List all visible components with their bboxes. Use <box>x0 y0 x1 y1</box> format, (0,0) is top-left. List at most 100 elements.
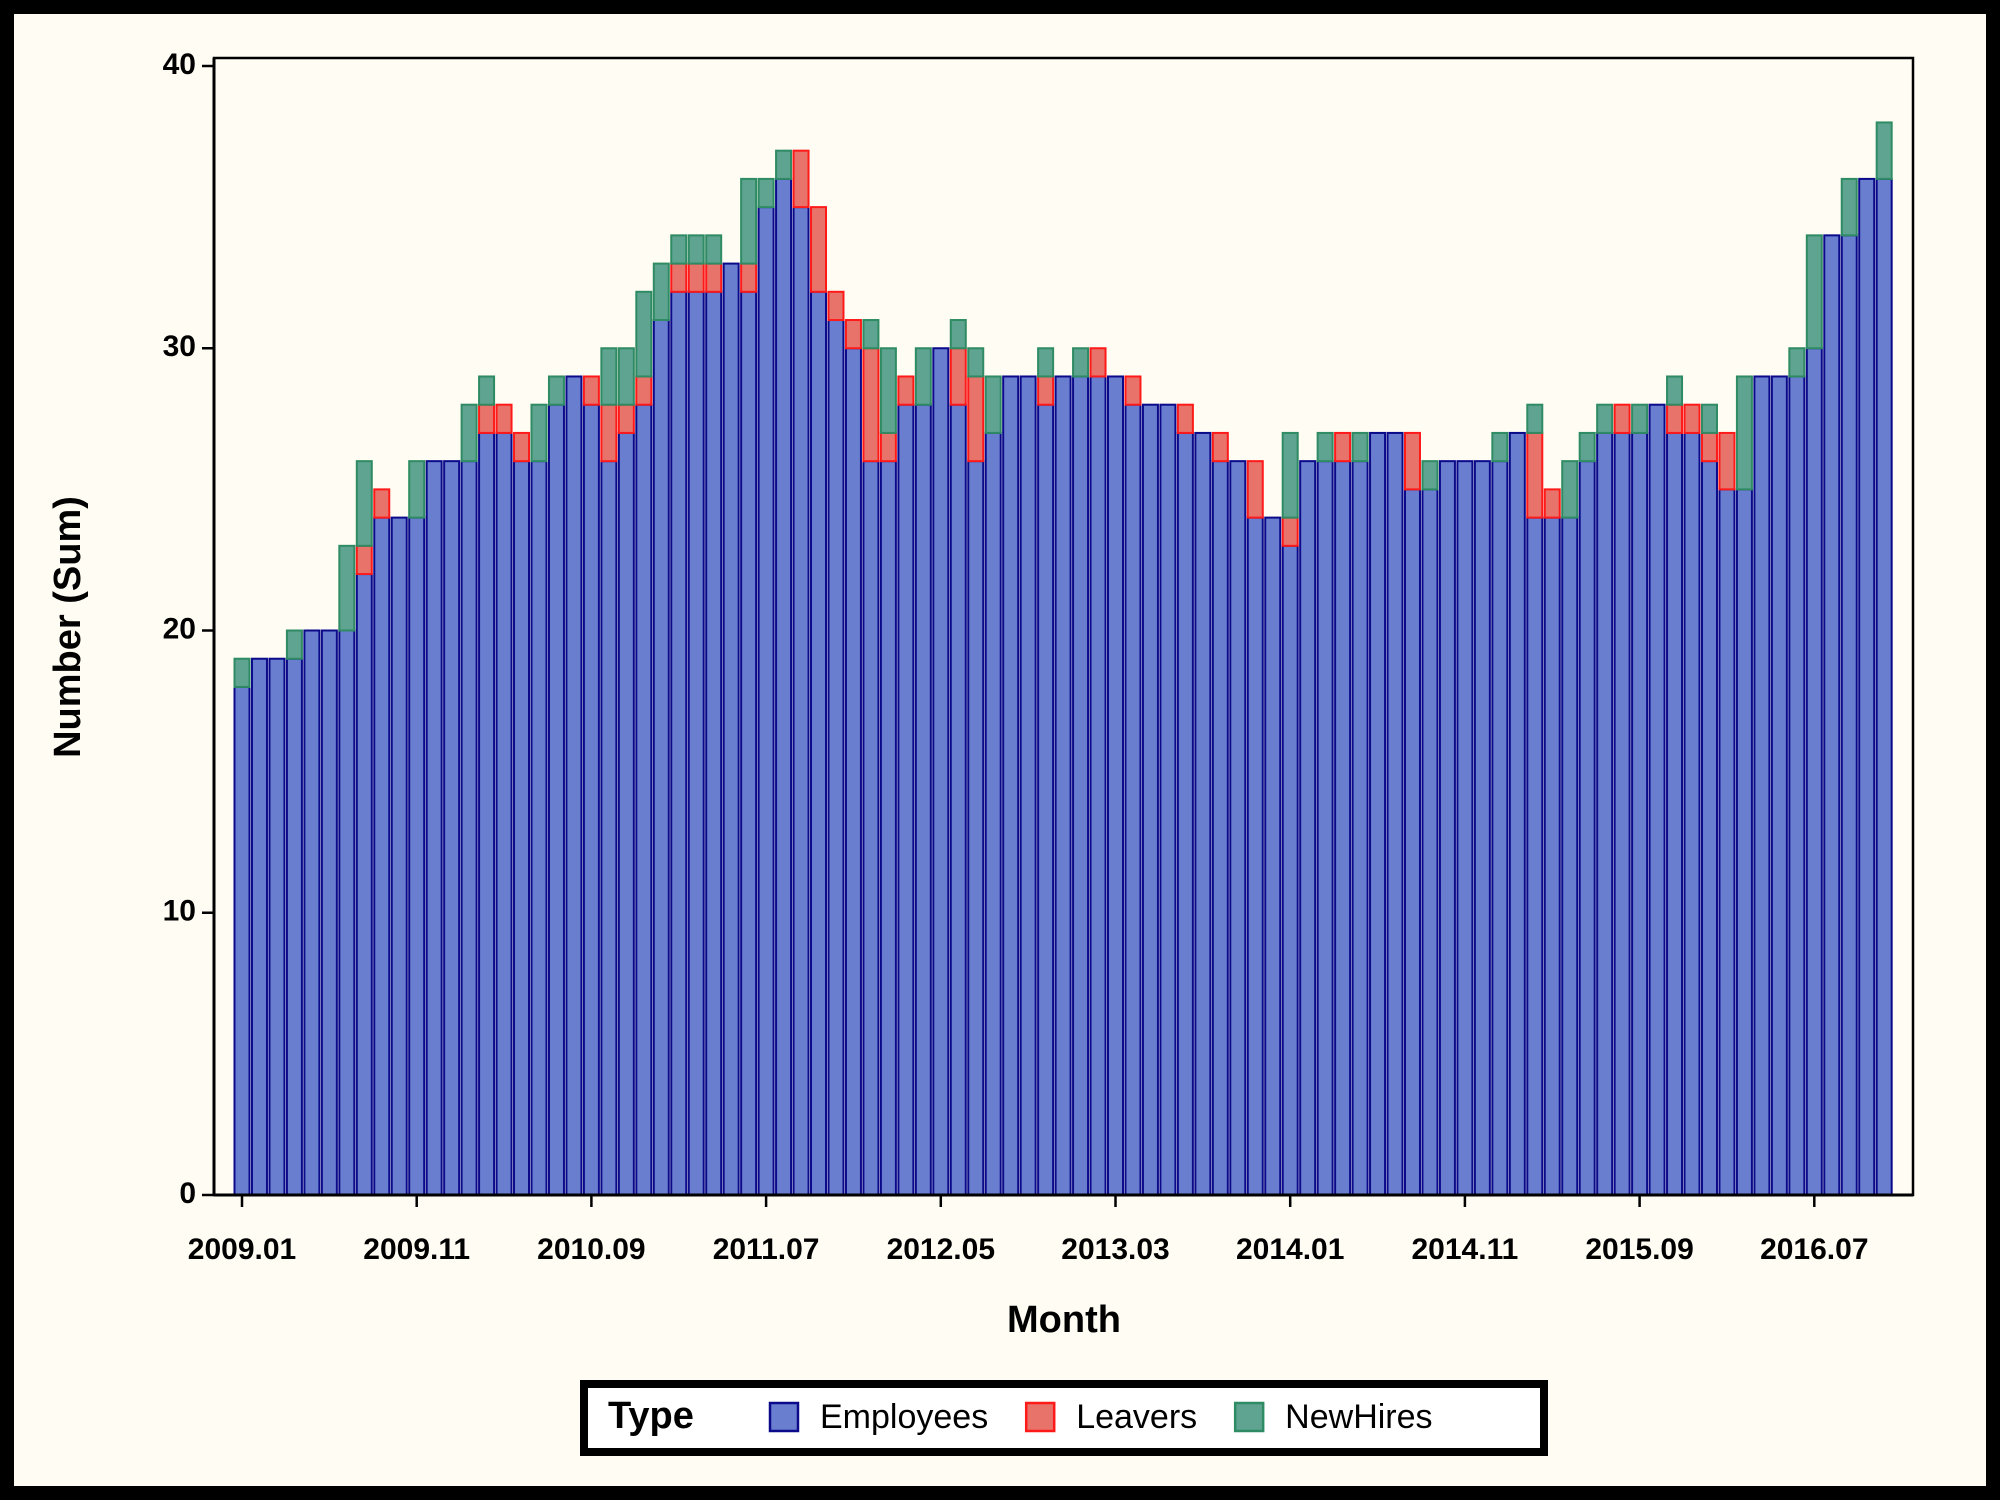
bar-segment <box>1666 431 1684 1196</box>
bar-segment <box>617 347 635 406</box>
bar-segment <box>1316 431 1334 463</box>
bar-segment <box>827 319 845 1196</box>
bar-segment <box>408 516 426 1196</box>
bar-segment <box>1229 460 1247 1196</box>
bar-segment <box>1526 431 1544 519</box>
bar-segment <box>984 375 1002 434</box>
x-tick-label: 2009.11 <box>363 1233 470 1266</box>
bar-segment <box>1072 375 1090 1197</box>
bar-segment <box>775 177 793 1196</box>
bar-segment <box>932 347 950 1196</box>
bar-segment <box>1666 375 1684 406</box>
bar-segment <box>810 290 828 1196</box>
bar-segment <box>530 403 548 463</box>
y-tick-label: 20 <box>163 612 196 645</box>
x-tick-label: 2011.07 <box>713 1233 820 1266</box>
bar-segment <box>705 262 723 293</box>
bar-segment <box>1246 460 1264 519</box>
bar-segment <box>478 403 496 434</box>
bar-segment <box>1316 460 1334 1196</box>
bar-segment <box>1211 431 1229 463</box>
bar-segment <box>1107 375 1124 1197</box>
bar-segment <box>1613 431 1631 1196</box>
bar-segment <box>600 460 618 1196</box>
bar-segment <box>1037 375 1055 406</box>
bar-segment <box>1631 431 1649 1196</box>
bar-segment <box>1805 347 1823 1196</box>
bar-segment <box>1072 347 1090 378</box>
bar-segment <box>233 657 251 688</box>
bar-segment <box>757 177 775 209</box>
bar-segment <box>233 685 251 1196</box>
bar-segment <box>425 460 443 1196</box>
x-tick-label: 2016.07 <box>1760 1233 1868 1266</box>
bar-segment <box>1421 460 1439 491</box>
bar-segment <box>844 319 862 350</box>
bar-segment <box>1438 460 1456 1196</box>
bar-segment <box>1403 488 1421 1196</box>
bar-segment <box>1753 375 1771 1197</box>
legend-title: Type <box>608 1395 694 1437</box>
bar-segment <box>1543 488 1561 519</box>
bar-segment <box>1351 460 1369 1196</box>
bar-segment <box>355 544 373 576</box>
bar-segment <box>495 403 513 434</box>
bar-segment <box>1735 488 1753 1196</box>
x-tick-label: 2014.01 <box>1236 1233 1344 1266</box>
bar-segment <box>1875 177 1893 1196</box>
bar-segment <box>320 629 338 1196</box>
bar-segment <box>984 431 1002 1196</box>
bar-segment <box>285 657 303 1196</box>
bar-segment <box>1264 516 1282 1196</box>
x-axis-title: Month <box>1007 1299 1121 1341</box>
bar-segment <box>705 234 723 265</box>
bar-segment <box>1281 431 1299 519</box>
bar-segment <box>565 375 583 1197</box>
bar-segment <box>1403 431 1421 491</box>
bar-segment <box>355 460 373 547</box>
bar-segment <box>1194 431 1212 1196</box>
bar-segment <box>914 347 932 406</box>
bar-segment <box>1875 121 1893 180</box>
bar-segment <box>1299 460 1317 1196</box>
bar-segment <box>635 375 653 406</box>
bar-segment <box>1491 460 1509 1196</box>
bar-segment <box>1334 431 1352 463</box>
bar-segment <box>1770 375 1788 1197</box>
x-tick-label: 2010.09 <box>537 1233 645 1266</box>
bar-segment <box>1037 347 1055 378</box>
bar-segment <box>1526 516 1544 1196</box>
bar-segment <box>879 347 897 434</box>
bar-segment <box>897 375 915 406</box>
bar-segment <box>1788 347 1806 378</box>
bar-segment <box>967 375 985 463</box>
bar-segment <box>582 375 600 406</box>
bar-segment <box>914 403 932 1196</box>
bar-segment <box>250 657 268 1196</box>
bar-segment <box>1613 403 1631 434</box>
legend-swatch <box>1024 1401 1056 1433</box>
bar-segment <box>949 403 967 1196</box>
bar-segment <box>1473 460 1491 1196</box>
bar-segment <box>1718 488 1736 1196</box>
bar-segment <box>1700 460 1718 1196</box>
bar-segment <box>1124 403 1142 1196</box>
bar-segment <box>1281 516 1299 547</box>
bar-segment <box>1176 403 1194 434</box>
bar-segment <box>338 629 356 1196</box>
y-tick-label: 30 <box>163 330 196 363</box>
bar-segment <box>879 460 897 1196</box>
bar-segment <box>478 431 496 1196</box>
bar-segment <box>1858 177 1876 1196</box>
bar-segment <box>1700 431 1718 463</box>
bar-segment <box>390 516 408 1196</box>
x-tick-label: 2012.05 <box>887 1233 995 1266</box>
bar-segment <box>1141 403 1159 1196</box>
bar-segment <box>1578 460 1596 1196</box>
bar-segment <box>897 403 915 1196</box>
bar-segment <box>1508 431 1526 1196</box>
bar-segment <box>1159 403 1177 1196</box>
y-axis-title: Number (Sum) <box>47 496 89 758</box>
bar-segment <box>687 262 705 293</box>
bar-segment <box>460 460 478 1196</box>
